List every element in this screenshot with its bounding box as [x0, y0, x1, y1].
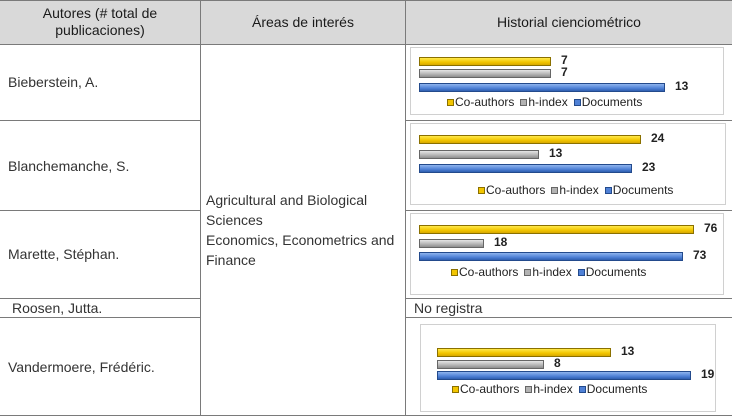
legend-label: Co-authors [460, 382, 520, 396]
legend-swatch [447, 98, 454, 106]
value-label: 13 [549, 146, 563, 160]
header-authors-label: Autores (# total de publicaciones) [42, 5, 158, 38]
legend-label: Documents [612, 183, 674, 197]
legend-swatch [573, 98, 581, 106]
row-divider [405, 210, 732, 211]
legend-item-hindex: h-index [524, 265, 572, 279]
legend-item-coauthors: Co-authors [478, 183, 545, 197]
legend-swatch [478, 186, 485, 194]
legend-item-hindex: h-index [525, 382, 573, 396]
author-name: Blanchemanche, S. [8, 158, 130, 174]
chart-legend: Co-authors h-index Documents [478, 183, 673, 197]
area-item: Economics, Econometrics and Finance [206, 232, 395, 268]
legend-label: h-index [532, 265, 572, 279]
coauthors-bar [419, 225, 694, 234]
author-name: Bieberstein, A. [8, 74, 99, 90]
documents-bar [419, 83, 665, 92]
legend-swatch [551, 186, 559, 194]
header-history-label: Historial cienciométrico [497, 13, 641, 30]
legend-label: Documents [581, 95, 643, 109]
value-label: 13 [675, 79, 689, 93]
legend-item-documents: Documents [604, 183, 674, 197]
legend-swatch [525, 385, 533, 393]
legend-item-coauthors: Co-authors [452, 382, 519, 396]
legend-item-documents: Documents [577, 265, 647, 279]
legend-swatch [578, 385, 586, 393]
areas-of-interest: Agricultural and Biological Sciences Eco… [206, 190, 396, 270]
documents-bar [437, 371, 691, 380]
hindex-bar [419, 150, 539, 159]
author-name: Vandermoere, Frédéric. [8, 359, 155, 375]
row-divider [405, 298, 732, 299]
area-item: Agricultural and Biological Sciences [206, 192, 368, 228]
header-areas-label: Áreas de interés [252, 13, 354, 30]
value-label: 73 [693, 248, 707, 262]
legend-item-documents: Documents [573, 95, 643, 109]
legend-label: Documents [586, 382, 648, 396]
legend-swatch [604, 186, 612, 194]
legend-label: h-index [533, 382, 573, 396]
value-label: 19 [701, 367, 715, 381]
legend-label: Co-authors [455, 95, 515, 109]
value-label: 76 [704, 221, 718, 235]
header-divider [0, 44, 732, 45]
col-divider [405, 0, 406, 416]
legend-swatch [520, 98, 528, 106]
row-divider [0, 210, 201, 211]
legend-item-hindex: h-index [520, 95, 568, 109]
value-label: 13 [621, 344, 635, 358]
chart-vandermoere: 13 8 19 Co-authors h-index Documents [420, 324, 716, 412]
legend-swatch [451, 268, 458, 276]
chart-legend: Co-authors h-index Documents [452, 382, 647, 396]
legend-label: Documents [585, 265, 647, 279]
hindex-bar [419, 239, 484, 248]
value-label: 7 [561, 53, 568, 67]
legend-swatch [577, 268, 585, 276]
legend-swatch [452, 385, 459, 393]
documents-bar [419, 164, 632, 173]
hindex-bar [437, 360, 544, 369]
chart-legend: Co-authors h-index Documents [447, 95, 642, 109]
legend-swatch [524, 268, 532, 276]
legend-label: Co-authors [459, 265, 519, 279]
header-history: Historial cienciométrico [406, 0, 732, 44]
value-label: 24 [651, 131, 665, 145]
legend-item-hindex: h-index [551, 183, 599, 197]
value-label: 23 [642, 160, 656, 174]
chart-legend: Co-authors h-index Documents [451, 265, 646, 279]
legend-item-coauthors: Co-authors [451, 265, 518, 279]
row-divider [405, 317, 732, 318]
row-divider [0, 317, 201, 318]
legend-label: Co-authors [486, 183, 546, 197]
legend-item-coauthors: Co-authors [447, 95, 514, 109]
row-divider [0, 298, 201, 299]
coauthors-bar [419, 135, 641, 144]
chart-blanchemanche: 24 13 23 Co-authors h-index Documents [410, 123, 726, 205]
col-divider [200, 0, 201, 416]
legend-item-documents: Documents [578, 382, 648, 396]
header-areas: Áreas de interés [201, 0, 405, 44]
value-label: 18 [494, 235, 508, 249]
legend-label: h-index [528, 95, 568, 109]
author-name: Marette, Stéphan. [8, 246, 120, 262]
legend-label: h-index [559, 183, 599, 197]
coauthors-bar [437, 348, 611, 357]
header-authors: Autores (# total de publicaciones) [0, 0, 200, 44]
value-label: 8 [554, 356, 561, 370]
author-name: Roosen, Jutta. [12, 300, 103, 316]
table-border-top [0, 0, 732, 1]
no-record-text: No registra [414, 300, 483, 316]
row-divider [405, 120, 732, 121]
value-label: 7 [561, 65, 568, 79]
coauthors-bar [419, 57, 551, 66]
chart-marette: 76 18 73 Co-authors h-index Documents [410, 213, 724, 295]
documents-bar [419, 252, 683, 261]
hindex-bar [419, 69, 551, 78]
chart-bieberstein: 7 7 13 Co-authors h-index Documents [410, 47, 724, 115]
row-divider [0, 120, 201, 121]
